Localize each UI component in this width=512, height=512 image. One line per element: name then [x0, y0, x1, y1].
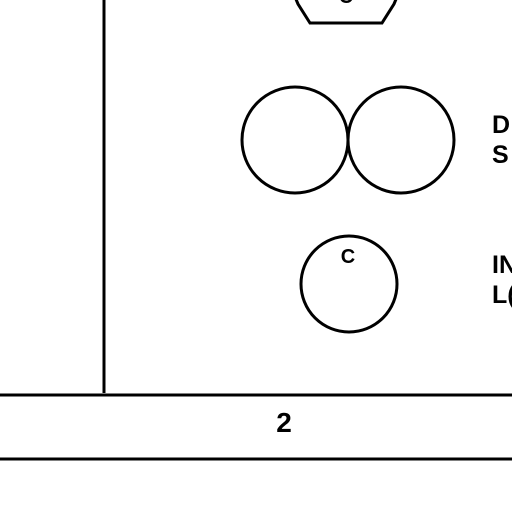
dual-circle-label-line1: D [492, 111, 511, 139]
single-circle-label-line2: L( [492, 281, 512, 309]
hexagon-letter: C [339, 0, 353, 8]
circle-c-symbol-icon: C [299, 234, 399, 334]
left-circle [240, 85, 350, 195]
hexagon-symbol-icon: C [294, 0, 398, 25]
circle-letter: C [341, 246, 355, 268]
single-circle-label-line1: IN [492, 251, 512, 279]
right-circle [346, 85, 456, 195]
single-circle [299, 234, 399, 334]
hexagon-outline [294, 0, 398, 25]
dual-circle-label: D S [492, 110, 510, 170]
page-number: 2 [276, 407, 292, 438]
dual-circle-label-line2: S [492, 141, 509, 169]
double-circle-symbol-icon [240, 85, 456, 195]
single-circle-label: IN L( [492, 250, 512, 310]
